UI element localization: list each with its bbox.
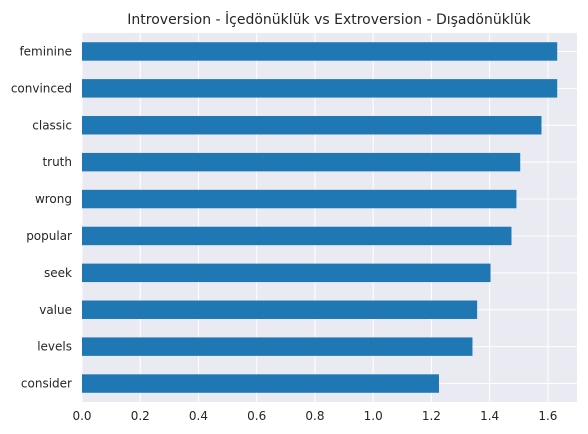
y-tick-labels: feminine convinced classic truth wrong popula…	[11, 44, 72, 390]
bar-levels	[82, 337, 473, 356]
y-tick-label: wrong	[35, 192, 72, 206]
bar-value	[82, 300, 478, 319]
x-tick-label: 1.4	[480, 409, 499, 423]
y-tick-label: convinced	[11, 81, 72, 95]
x-tick-label: 0.2	[131, 409, 150, 423]
bar-popular	[82, 226, 512, 246]
y-tick-label: consider	[21, 377, 72, 391]
x-tick-label: 1.2	[422, 409, 441, 423]
bar-truth	[82, 152, 521, 172]
bar-wrong	[82, 189, 517, 209]
y-tick-label: classic	[32, 118, 72, 132]
chart-title: Introversion - İçedönüklük vs Extroversi…	[127, 10, 531, 28]
x-tick-label: 1.6	[538, 409, 557, 423]
bar-convinced	[82, 79, 558, 98]
bars	[82, 42, 558, 393]
bar-feminine	[82, 42, 558, 61]
y-tick-label: truth	[42, 155, 72, 169]
x-tick-labels: 0.0 0.2 0.4 0.6 0.8 1.0 1.2 1.4 1.6	[72, 409, 557, 423]
y-tick-label: popular	[26, 229, 72, 243]
y-tick-label: value	[39, 303, 72, 317]
y-tick-label: levels	[37, 340, 72, 354]
x-tick-label: 0.6	[247, 409, 266, 423]
y-tick-label: feminine	[19, 44, 72, 58]
y-tick-label: seek	[44, 266, 72, 280]
x-tick-label: 0.4	[189, 409, 208, 423]
bar-consider	[82, 374, 439, 393]
x-tick-label: 0.0	[72, 409, 91, 423]
bar-seek	[82, 263, 491, 283]
bar-classic	[82, 116, 542, 135]
x-tick-label: 0.8	[305, 409, 324, 423]
x-tick-label: 1.0	[364, 409, 383, 423]
